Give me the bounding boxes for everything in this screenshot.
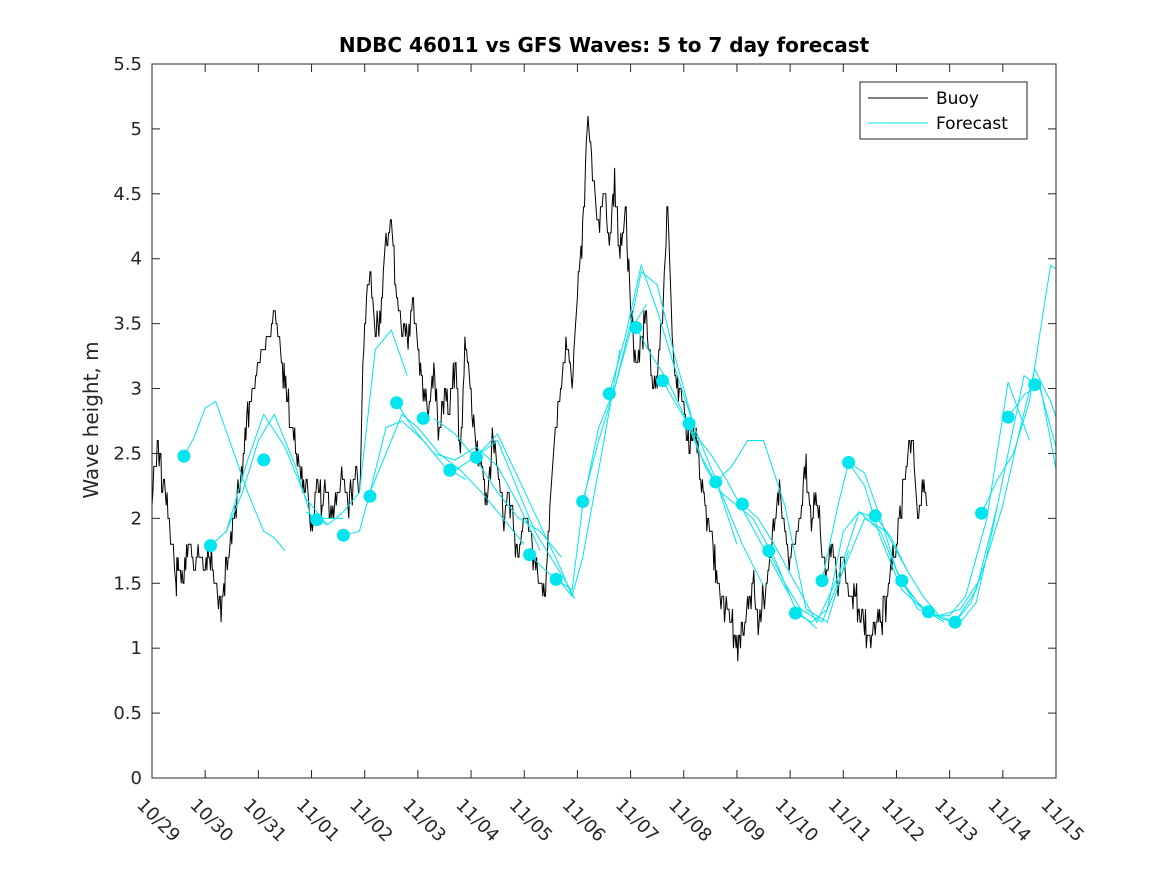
forecast-marker xyxy=(948,615,962,629)
forecast-marker xyxy=(257,453,271,467)
y-tick-label: 1.5 xyxy=(113,573,142,594)
forecast-marker xyxy=(788,606,802,620)
forecast-line xyxy=(715,440,850,623)
plot-area xyxy=(151,115,1057,662)
forecast-line xyxy=(741,503,876,624)
y-tick-label: 2.5 xyxy=(113,443,142,464)
forecast-marker xyxy=(602,387,616,401)
forecast-line xyxy=(183,400,286,552)
forecast-marker xyxy=(1001,410,1015,424)
forecast-marker xyxy=(204,539,217,553)
forecast-marker xyxy=(975,506,989,520)
forecast-marker xyxy=(469,450,483,464)
forecast-marker xyxy=(629,321,643,334)
forecast-line xyxy=(901,381,1030,617)
forecast-line xyxy=(369,413,525,545)
forecast-marker xyxy=(709,475,723,489)
forecast-line xyxy=(433,417,562,558)
forecast-line xyxy=(768,517,908,623)
forecast-line xyxy=(981,264,1057,514)
forecast-marker xyxy=(310,513,324,527)
y-tick-label: 4.5 xyxy=(113,184,142,205)
forecast-marker xyxy=(868,509,882,523)
forecast-line xyxy=(954,367,1057,623)
forecast-line xyxy=(529,349,621,598)
y-tick-label: 0 xyxy=(131,768,142,789)
forecast-marker xyxy=(735,497,749,511)
forecast-markers xyxy=(177,321,1042,629)
legend-box xyxy=(859,81,1028,140)
forecast-marker xyxy=(336,528,350,542)
forecast-marker xyxy=(390,396,404,410)
forecast-marker xyxy=(921,605,935,619)
forecast-marker xyxy=(549,572,563,586)
forecast-marker xyxy=(895,574,909,588)
forecast-marker xyxy=(815,574,829,588)
forecast-line xyxy=(608,263,738,545)
forecast-line xyxy=(688,423,818,630)
y-axis-label: Wave height, m xyxy=(79,341,103,498)
chart-title: NDBC 46011 vs GFS Waves: 5 to 7 day fore… xyxy=(339,33,870,57)
forecast-line xyxy=(343,420,466,536)
forecast-marker xyxy=(682,417,696,431)
forecast-line xyxy=(795,511,924,623)
y-tick-label: 2 xyxy=(131,508,142,529)
forecast-marker xyxy=(443,463,457,477)
legend-forecast-label: Forecast xyxy=(936,114,1008,134)
buoy-line xyxy=(151,115,928,662)
forecast-marker xyxy=(416,411,430,425)
forecast-line xyxy=(635,327,764,587)
forecast-line xyxy=(396,402,541,552)
y-tick-label: 5 xyxy=(131,119,142,140)
forecast-series xyxy=(183,263,1057,630)
forecast-line xyxy=(848,462,983,617)
y-tick-label: 4 xyxy=(131,249,142,270)
forecast-line xyxy=(305,329,408,526)
forecast-marker xyxy=(1028,378,1042,392)
forecast-line xyxy=(582,270,695,502)
y-axis-ticks: 0 0.5 1 1.5 2 2.5 3 3.5 4 4.5 5 5.5 xyxy=(113,54,1056,789)
y-tick-label: 3 xyxy=(131,379,142,400)
legend-buoy-label: Buoy xyxy=(936,89,979,109)
forecast-line xyxy=(225,413,344,532)
forecast-marker xyxy=(656,374,669,388)
forecast-marker xyxy=(576,495,590,508)
y-tick-label: 5.5 xyxy=(113,54,142,75)
forecast-marker xyxy=(762,544,776,558)
plot-frame xyxy=(151,63,1057,779)
buoy-series xyxy=(151,115,928,662)
forecast-marker xyxy=(177,449,191,463)
y-tick-label: 0.5 xyxy=(113,703,142,724)
legend: Buoy Forecast xyxy=(859,81,1028,140)
y-tick-label: 1 xyxy=(131,638,142,659)
forecast-marker xyxy=(363,489,377,503)
forecast-line xyxy=(476,439,576,600)
forecast-marker xyxy=(842,456,856,469)
forecast-marker xyxy=(523,548,537,562)
y-tick-label: 3.5 xyxy=(113,314,142,335)
